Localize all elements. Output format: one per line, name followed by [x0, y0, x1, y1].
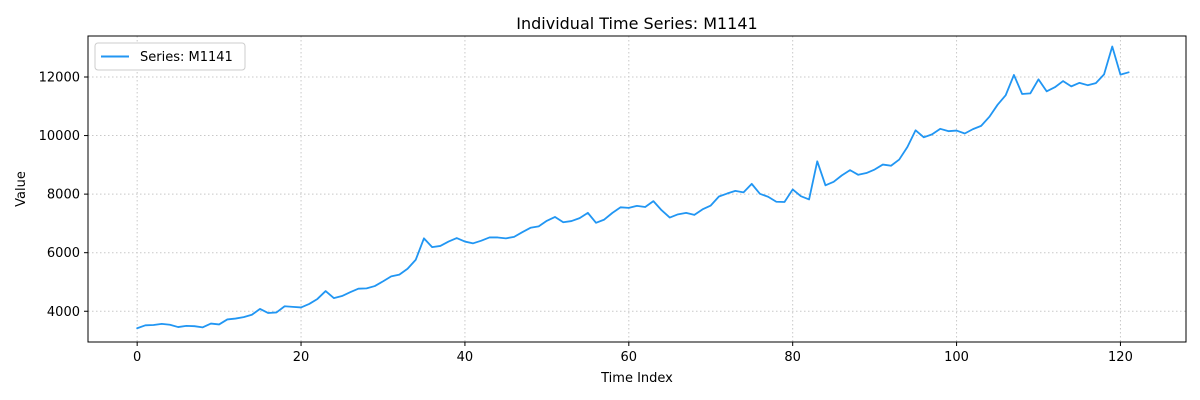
x-tick-label: 60 — [621, 350, 638, 365]
y-axis-ticks: 4000 6000 8000 10000 12000 — [39, 70, 88, 320]
y-tick-label: 10000 — [39, 129, 80, 144]
x-tick-label: 20 — [293, 350, 310, 365]
y-axis-label: Value — [14, 171, 29, 207]
chart-title: Individual Time Series: M1141 — [516, 14, 757, 33]
y-tick-label: 12000 — [39, 70, 80, 85]
series-line — [136, 45, 1130, 330]
x-tick-label: 80 — [784, 350, 801, 365]
plot-area-frame — [87, 35, 1187, 343]
x-tick-label: 0 — [133, 350, 141, 365]
y-tick-label: 4000 — [47, 305, 80, 320]
x-axis-ticks: 0 20 40 60 80 100 120 — [133, 342, 1133, 365]
series-layer — [136, 45, 1130, 330]
x-tick-label: 40 — [457, 350, 474, 365]
legend-label: Series: M1141 — [140, 50, 233, 65]
y-tick-label: 6000 — [47, 246, 80, 261]
y-tick-label: 8000 — [47, 188, 80, 203]
legend-box — [94, 42, 246, 71]
x-tick-label: 120 — [1108, 350, 1133, 365]
x-axis-label: Time Index — [600, 371, 673, 386]
legend: Series: M1141 — [94, 42, 246, 71]
x-tick-label: 100 — [944, 350, 969, 365]
